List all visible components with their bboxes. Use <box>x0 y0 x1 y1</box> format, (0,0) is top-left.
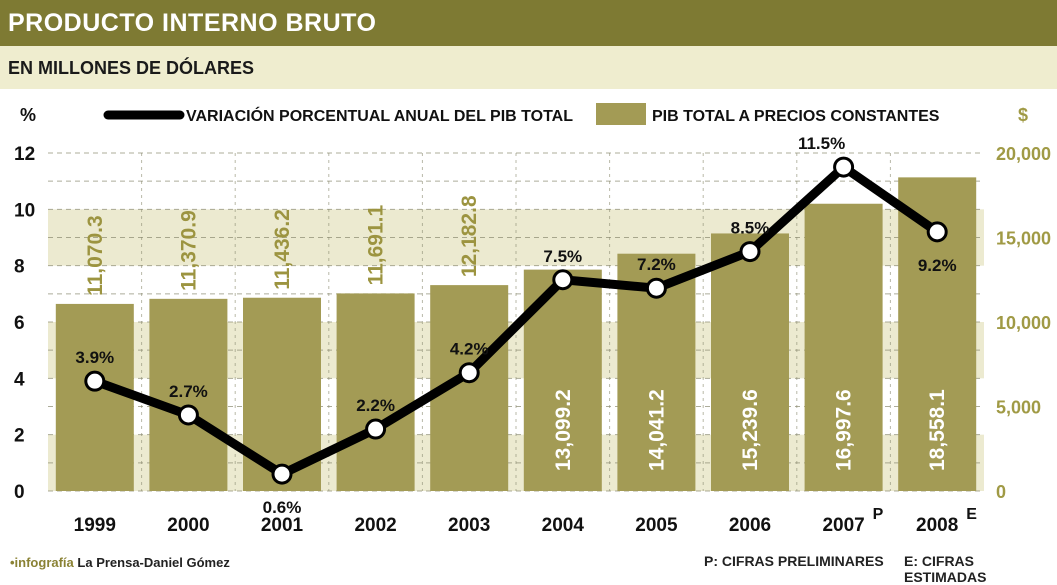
bar <box>149 298 228 491</box>
left-axis-tick: 0 <box>14 482 25 503</box>
line-value-label: 8.5% <box>731 219 770 238</box>
x-tick-superscript: P <box>873 506 884 523</box>
line-point <box>365 418 387 440</box>
left-axis-tick: 6 <box>14 313 25 334</box>
bar-value-label: 11,436.2 <box>271 209 294 290</box>
bar-value-label: 18,558.1 <box>926 389 949 471</box>
x-tick-label: 2002 <box>354 515 396 536</box>
x-tick-label: 2006 <box>729 515 771 536</box>
note-estimated: E: CIFRAS ESTIMADAS <box>904 553 987 585</box>
credit: •infografía La Prensa-Daniel Gómez <box>10 555 230 570</box>
line-point <box>833 156 855 178</box>
line-value-label: 9.2% <box>918 256 957 275</box>
left-axis-tick: 12 <box>14 144 35 165</box>
line-point <box>739 241 761 263</box>
line-point <box>177 404 199 426</box>
legend-bar-swatch <box>596 103 646 125</box>
line-value-label: 7.2% <box>637 255 676 274</box>
line-point <box>84 370 106 392</box>
chart-subtitle: EN MILLONES DE DÓLARES <box>0 46 1057 89</box>
x-tick-label: 2004 <box>542 515 585 536</box>
bar-value-label: 11,370.9 <box>177 210 200 291</box>
x-tick-label: 2005 <box>635 515 678 536</box>
gdp-chart: 11,070.3 11,370.9 11,436.2 11,691.1 12,182.8… <box>14 103 1051 536</box>
line-value-label: 11.5% <box>798 134 845 153</box>
series-line <box>90 162 942 479</box>
x-tick-label: 2001 <box>261 515 304 536</box>
credit-tag: •infografía <box>10 555 74 570</box>
bar <box>804 203 883 491</box>
credit-name: La Prensa-Daniel Gómez <box>77 555 230 570</box>
line-value-label: 2.7% <box>169 382 208 401</box>
x-tick-label: 1999 <box>74 515 116 536</box>
line-value-label: 0.6% <box>263 498 302 517</box>
bar <box>711 233 789 492</box>
right-axis-tick: 0 <box>996 482 1006 502</box>
line-point <box>271 463 293 485</box>
left-axis-tick: 4 <box>14 369 25 390</box>
note-preliminary: P: CIFRAS PRELIMINARES <box>704 553 884 569</box>
left-axis-unit: % <box>20 105 36 125</box>
line-point <box>458 362 480 384</box>
line-value-label: 7.5% <box>543 247 582 266</box>
bar <box>336 293 415 491</box>
x-tick-superscript: E <box>966 506 977 523</box>
bar-value-label: 11,691.1 <box>365 205 388 286</box>
left-axis-tick: 10 <box>14 200 35 221</box>
line-value-label: 3.9% <box>75 348 114 367</box>
x-tick-label: 2007 <box>822 515 864 536</box>
right-axis-tick: 20,000 <box>996 144 1051 164</box>
x-tick-label: 2003 <box>448 515 490 536</box>
line-point <box>645 277 667 299</box>
right-axis-tick: 15,000 <box>996 229 1051 249</box>
x-tick-label: 2000 <box>167 515 209 536</box>
bar-value-label: 11,070.3 <box>84 215 107 296</box>
right-axis-tick: 10,000 <box>996 313 1051 333</box>
bar-value-label: 15,239.6 <box>739 389 762 471</box>
line-point <box>552 269 574 291</box>
right-axis-unit: $ <box>1018 105 1028 125</box>
bar-value-label: 16,997.6 <box>833 389 856 471</box>
right-axis-tick: 5,000 <box>996 398 1041 418</box>
bar-value-label: 14,041.2 <box>645 389 668 471</box>
line-point <box>926 221 948 243</box>
line-value-label: 4.2% <box>450 340 489 359</box>
bar-value-label: 13,099.2 <box>552 389 575 471</box>
legend-line-label: VARIACIÓN PORCENTUAL ANUAL DEL PIB TOTAL <box>186 106 573 125</box>
bar <box>55 303 134 491</box>
line-value-label: 2.2% <box>356 396 395 415</box>
bar-value-label: 12,182.8 <box>458 195 481 277</box>
chart-title: PRODUCTO INTERNO BRUTO <box>0 0 1057 46</box>
legend-bar-label: PIB TOTAL A PRECIOS CONSTANTES <box>652 108 940 125</box>
x-tick-label: 2008 <box>916 515 958 536</box>
left-axis-tick: 2 <box>14 426 25 447</box>
left-axis-tick: 8 <box>14 257 25 278</box>
